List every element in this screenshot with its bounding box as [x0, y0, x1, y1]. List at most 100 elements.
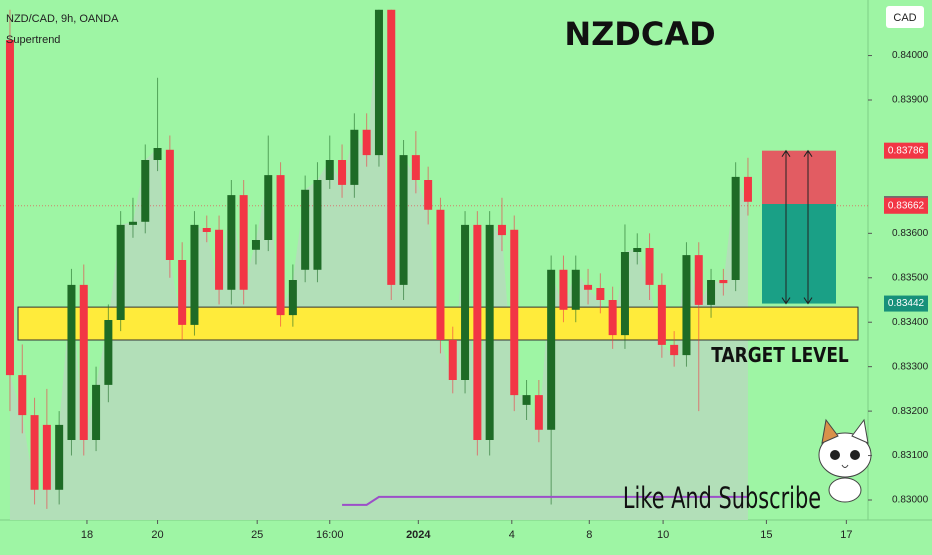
x-tick-label: 4 — [509, 529, 515, 541]
price-label-box — [884, 142, 928, 159]
footer: Like And Subscribe — [623, 482, 821, 515]
x-tick-label: 18 — [81, 529, 93, 541]
candle-body — [411, 155, 420, 180]
candle-body — [67, 284, 76, 440]
candle-body — [596, 288, 605, 300]
candle-body — [215, 229, 224, 290]
candle-body — [165, 149, 174, 260]
candle-body — [42, 424, 51, 490]
y-tick-label: 0.83500 — [892, 272, 929, 283]
price-label-box — [884, 197, 928, 214]
x-tick-label: 20 — [151, 529, 163, 541]
candle-body — [387, 9, 396, 285]
candle-body — [633, 248, 642, 252]
candle-body — [202, 228, 211, 232]
candle-body — [719, 280, 728, 284]
currency-badge — [886, 6, 924, 28]
candle-body — [448, 340, 457, 380]
y-tick-label: 0.83100 — [892, 450, 929, 461]
x-tick-label: 17 — [840, 529, 852, 541]
candle-body — [30, 415, 39, 490]
candle-body — [264, 175, 273, 240]
candle-body — [55, 424, 64, 490]
candle-body — [485, 224, 494, 440]
price-axis — [868, 0, 932, 550]
candle-body — [92, 384, 101, 440]
candle-body — [227, 195, 236, 290]
candle-body — [288, 280, 297, 316]
candle-body — [473, 224, 482, 440]
candle-body — [620, 252, 629, 336]
candle-body — [547, 269, 556, 430]
x-tick-label: 15 — [760, 529, 772, 541]
candle-body — [694, 255, 703, 305]
candle-body — [731, 176, 740, 280]
candle-body — [190, 224, 199, 325]
price-label: 0.83786 — [888, 145, 925, 156]
candle-body — [436, 209, 445, 340]
candle-body — [461, 224, 470, 380]
candle-body — [338, 160, 347, 185]
target-position-zone — [762, 204, 836, 304]
candle-body — [522, 395, 531, 405]
price-label-box — [884, 295, 928, 312]
price-area — [9, 9, 748, 521]
x-tick-label: 25 — [251, 529, 263, 541]
candle-body — [301, 189, 310, 270]
y-tick-label: 0.83400 — [892, 317, 929, 328]
candle-body — [362, 129, 371, 156]
target-label: TARGET LEVEL — [711, 345, 849, 368]
candle-body — [104, 320, 113, 385]
y-tick-label: 0.83300 — [892, 361, 929, 372]
supertrend-line — [342, 495, 748, 506]
indicator: Supertrend — [6, 34, 60, 46]
x-tick-label: 2024 — [406, 529, 431, 541]
candle-body — [497, 224, 506, 236]
candle-body — [399, 155, 408, 285]
price-label: 0.83442 — [888, 298, 925, 309]
candle-body — [239, 195, 248, 290]
x-tick-label: 16:00 — [316, 529, 344, 541]
candle-body — [707, 280, 716, 305]
price-label: 0.83662 — [888, 200, 925, 211]
candle-body — [571, 269, 580, 310]
candle-body — [584, 284, 593, 290]
symbol: NZD/CAD, 9h, OANDA — [6, 13, 119, 25]
candle-body — [682, 255, 691, 356]
y-tick-label: 0.83600 — [892, 228, 929, 239]
candle-body — [178, 260, 187, 325]
candle-body — [670, 344, 679, 356]
candle-body — [657, 284, 666, 345]
y-tick-label: 0.83000 — [892, 495, 929, 506]
x-tick-label: 8 — [586, 529, 592, 541]
y-tick-label: 0.83900 — [892, 95, 929, 106]
candle-body — [141, 160, 150, 222]
candle-body — [5, 40, 14, 376]
candle-body — [424, 180, 433, 210]
candle-body — [18, 375, 27, 416]
candle-body — [116, 224, 125, 320]
candle-body — [153, 148, 162, 160]
candle-body — [325, 160, 334, 180]
arrow-head — [781, 149, 791, 305]
y-tick-label: 0.83200 — [892, 406, 929, 417]
candle-body — [251, 240, 260, 250]
candle-body — [608, 300, 617, 336]
currency: CAD — [893, 12, 916, 24]
plot — [0, 9, 868, 521]
candle-body — [510, 229, 519, 396]
candle-body — [128, 221, 137, 225]
stop-zone — [762, 150, 836, 204]
x-tick-label: 10 — [657, 529, 669, 541]
candle-body — [645, 248, 654, 285]
y-tick-label: 0.84000 — [892, 50, 929, 61]
cat-icon — [818, 418, 872, 503]
candle-body — [350, 129, 359, 185]
candle-body — [374, 9, 383, 156]
candle-body — [534, 395, 543, 430]
candle-body — [559, 269, 568, 310]
candle-body — [276, 175, 285, 316]
candle-body — [313, 180, 322, 270]
chart-title: NZDCAD — [564, 15, 715, 53]
